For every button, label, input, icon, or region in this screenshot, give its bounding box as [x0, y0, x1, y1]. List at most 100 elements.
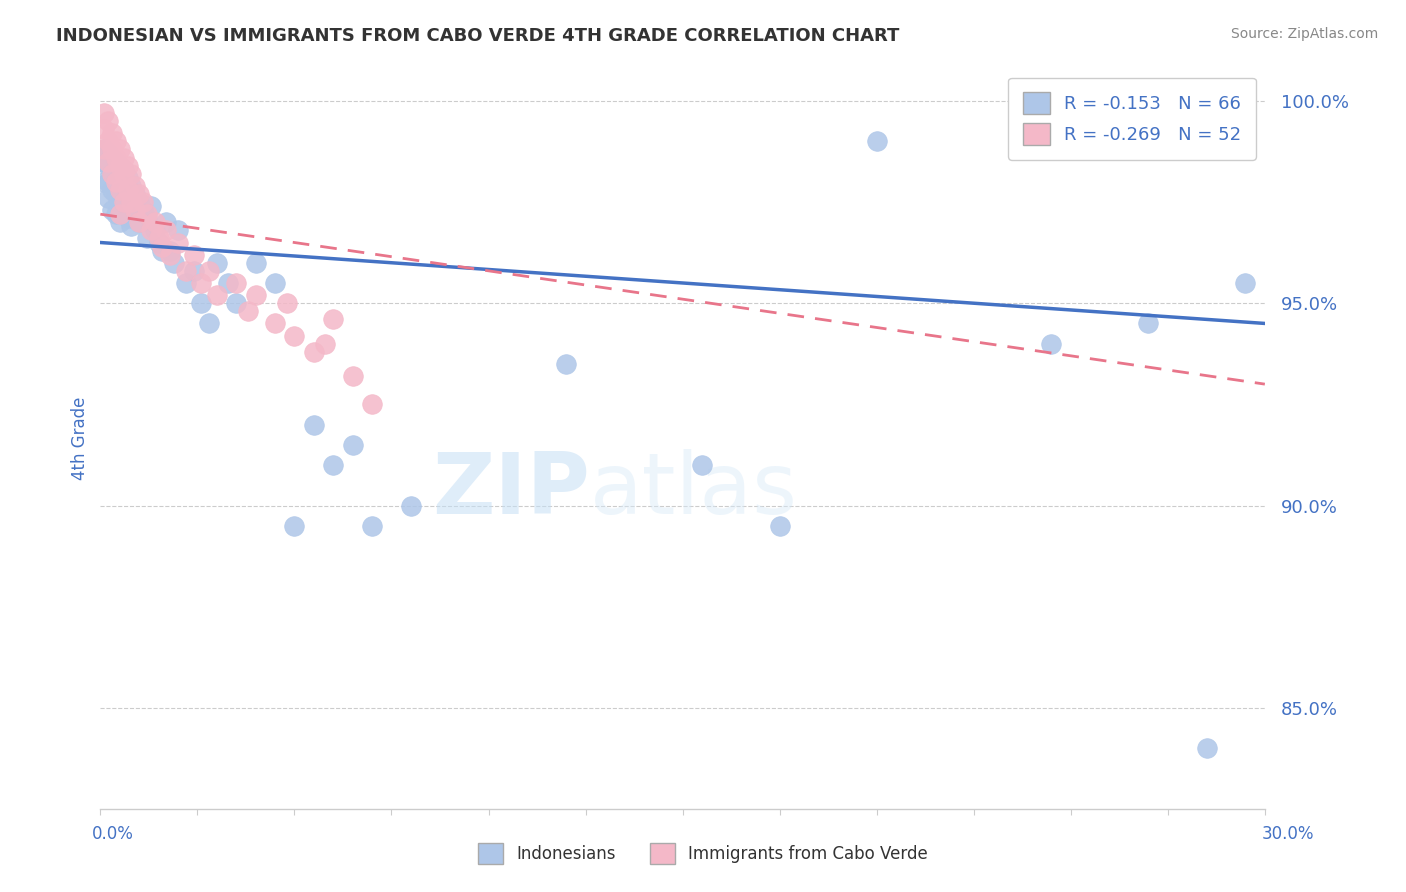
Point: [136, 207, 159, 221]
Text: 0.0%: 0.0%: [91, 825, 134, 843]
Point: [159, 247, 181, 261]
Point: [101, 151, 124, 165]
Point: [93, 143, 115, 157]
Point: [108, 195, 131, 210]
Point: [97, 191, 120, 205]
Text: INDONESIAN VS IMMIGRANTS FROM CABO VERDE 4TH GRADE CORRELATION CHART: INDONESIAN VS IMMIGRANTS FROM CABO VERDE…: [56, 27, 900, 45]
Point: [101, 167, 124, 181]
Point: [174, 264, 197, 278]
Point: [322, 312, 344, 326]
Point: [225, 296, 247, 310]
Point: [136, 211, 159, 226]
Point: [108, 175, 131, 189]
Point: [97, 114, 120, 128]
Point: [190, 296, 212, 310]
Point: [124, 186, 146, 201]
Point: [198, 264, 221, 278]
Point: [555, 357, 578, 371]
Point: [93, 175, 115, 189]
Point: [93, 154, 115, 169]
Point: [143, 215, 166, 229]
Point: [283, 328, 305, 343]
Point: [399, 499, 422, 513]
Point: [97, 159, 120, 173]
Point: [245, 256, 267, 270]
Point: [866, 134, 889, 148]
Point: [183, 247, 205, 261]
Point: [120, 195, 142, 210]
Point: [112, 186, 135, 201]
Point: [139, 199, 162, 213]
Point: [112, 195, 135, 210]
Point: [205, 288, 228, 302]
Point: [108, 159, 131, 173]
Point: [1137, 317, 1160, 331]
Point: [101, 203, 124, 218]
Point: [124, 207, 146, 221]
Point: [112, 207, 135, 221]
Point: [152, 239, 174, 253]
Point: [117, 170, 139, 185]
Point: [97, 146, 120, 161]
Point: [108, 183, 131, 197]
Point: [314, 336, 336, 351]
Point: [190, 276, 212, 290]
Point: [148, 235, 170, 250]
Point: [97, 154, 120, 169]
Y-axis label: 4th Grade: 4th Grade: [72, 397, 89, 481]
Point: [117, 211, 139, 226]
Point: [104, 134, 127, 148]
Point: [101, 126, 124, 140]
Point: [120, 167, 142, 181]
Point: [93, 122, 115, 136]
Point: [143, 223, 166, 237]
Point: [183, 264, 205, 278]
Point: [136, 231, 159, 245]
Point: [117, 159, 139, 173]
Point: [104, 154, 127, 169]
Point: [124, 203, 146, 218]
Point: [112, 162, 135, 177]
Point: [120, 219, 142, 234]
Point: [342, 369, 364, 384]
Point: [101, 162, 124, 177]
Point: [342, 438, 364, 452]
Point: [104, 207, 127, 221]
Point: [128, 215, 150, 229]
Point: [108, 215, 131, 229]
Point: [245, 288, 267, 302]
Legend: Indonesians, Immigrants from Cabo Verde: Indonesians, Immigrants from Cabo Verde: [471, 837, 935, 871]
Point: [93, 143, 115, 157]
Point: [1195, 741, 1218, 756]
Point: [101, 183, 124, 197]
Point: [128, 186, 150, 201]
Point: [198, 317, 221, 331]
Point: [117, 191, 139, 205]
Point: [174, 276, 197, 290]
Point: [1234, 276, 1257, 290]
Point: [128, 215, 150, 229]
Point: [155, 215, 177, 229]
Point: [163, 256, 186, 270]
Point: [108, 207, 131, 221]
Point: [302, 417, 325, 432]
Point: [108, 143, 131, 157]
Point: [112, 167, 135, 181]
Point: [112, 151, 135, 165]
Point: [1040, 336, 1063, 351]
Point: [225, 276, 247, 290]
Point: [104, 175, 127, 189]
Point: [167, 235, 190, 250]
Point: [361, 518, 384, 533]
Point: [283, 518, 305, 533]
Point: [152, 244, 174, 258]
Point: [97, 134, 120, 148]
Point: [205, 256, 228, 270]
Point: [264, 276, 287, 290]
Point: [769, 518, 792, 533]
Point: [104, 151, 127, 165]
Point: [155, 223, 177, 237]
Point: [104, 186, 127, 201]
Point: [167, 223, 190, 237]
Point: [124, 178, 146, 193]
